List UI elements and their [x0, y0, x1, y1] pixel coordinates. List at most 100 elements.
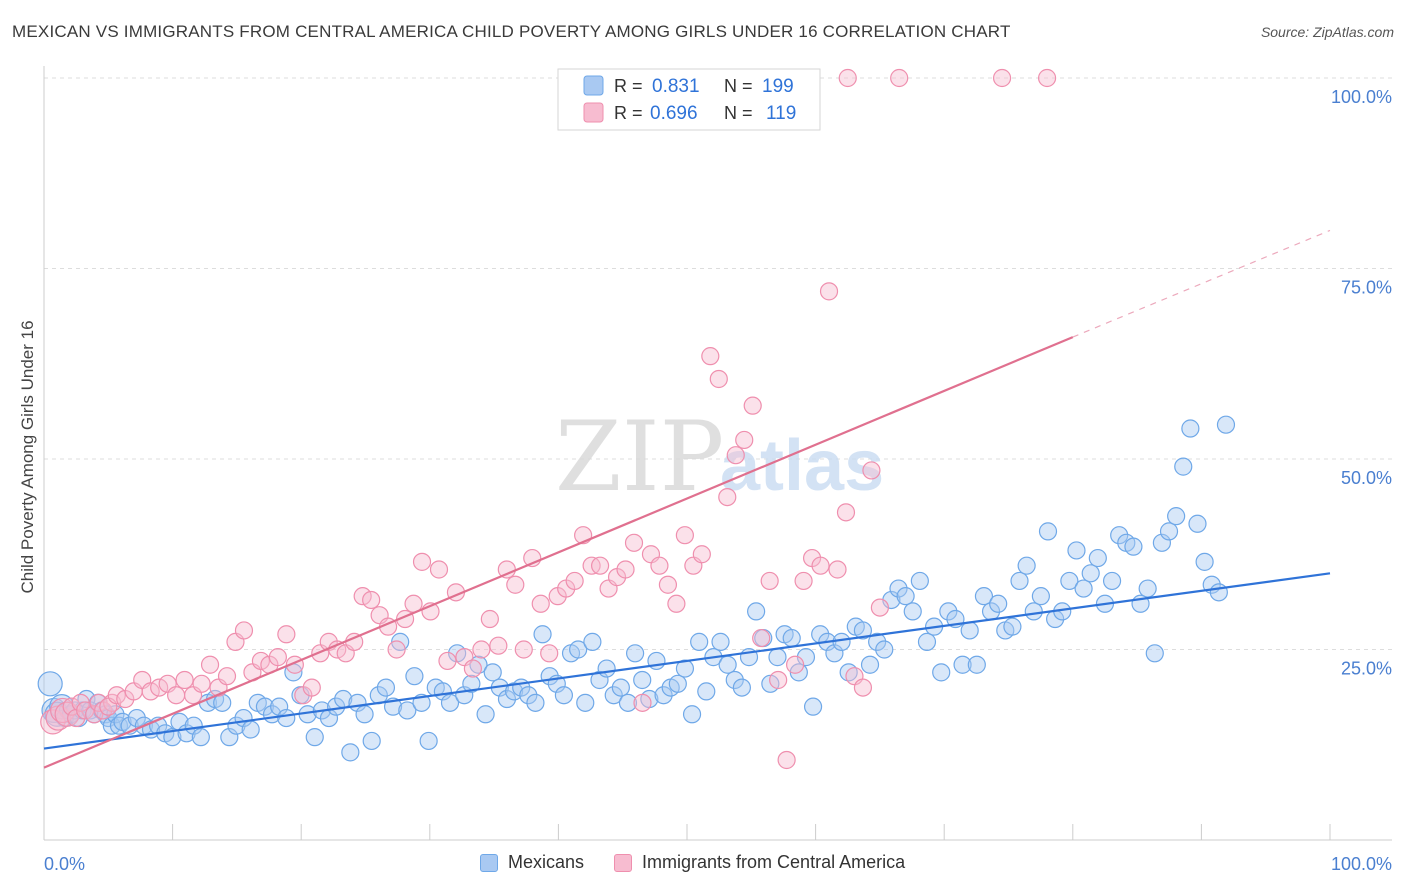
data-point — [565, 571, 584, 591]
data-point — [1145, 644, 1164, 663]
data-point — [825, 644, 844, 663]
data-point — [302, 678, 321, 697]
data-point — [220, 728, 239, 747]
data-point — [438, 651, 457, 671]
data-point — [540, 644, 559, 663]
y-tick-label-75: 75.0% — [1341, 278, 1392, 298]
data-point — [682, 705, 702, 724]
data-point — [838, 68, 857, 88]
data-point — [743, 396, 762, 415]
legend-r-value-blue: 0.831 — [652, 76, 700, 97]
data-point — [526, 693, 545, 712]
data-point — [650, 556, 669, 575]
data-point — [440, 693, 460, 712]
legend-entry-mexicans: Mexicans — [480, 852, 584, 873]
data-point — [803, 697, 823, 716]
x-tick-label-100: 100.0% — [1331, 854, 1392, 874]
data-point — [163, 728, 182, 747]
data-point — [554, 686, 574, 705]
data-point — [1188, 514, 1207, 533]
data-point — [519, 686, 538, 705]
data-point — [76, 701, 95, 720]
y-axis-label: Child Poverty Among Girls Under 16 — [18, 320, 37, 593]
data-point — [616, 560, 635, 579]
data-point — [362, 731, 381, 751]
data-point — [974, 587, 994, 606]
data-point — [1003, 617, 1022, 636]
data-point — [1110, 526, 1129, 545]
watermark-zip: ZIP — [555, 401, 724, 513]
data-point — [1017, 556, 1036, 575]
data-point — [668, 674, 687, 693]
data-point — [903, 602, 922, 621]
data-point — [1074, 579, 1093, 598]
y-tick-labels: 25.0% 50.0% 75.0% 100.0% — [1331, 87, 1392, 679]
legend-n-label-pink: N = — [724, 103, 753, 123]
trend-line-central-america — [43, 336, 1074, 769]
data-point — [1209, 583, 1228, 602]
data-point — [953, 655, 972, 674]
data-point — [853, 678, 873, 697]
data-point — [604, 686, 623, 705]
data-point — [497, 689, 517, 709]
data-point — [989, 594, 1008, 613]
data-point — [633, 670, 652, 690]
data-point — [611, 678, 630, 697]
data-point — [747, 602, 766, 621]
data-point — [701, 347, 720, 366]
data-point — [1067, 541, 1086, 560]
data-point — [405, 667, 424, 686]
data-point — [217, 667, 237, 686]
y-tick-label-100: 100.0% — [1331, 87, 1392, 107]
grid-lines — [44, 77, 1392, 650]
data-point — [234, 621, 254, 640]
data-point — [597, 659, 616, 678]
data-point — [184, 716, 203, 735]
data-point — [819, 282, 839, 301]
data-point — [726, 446, 745, 465]
x-tick-labels: 0.0% 100.0% — [44, 854, 1392, 874]
data-point — [732, 678, 751, 697]
data-point — [141, 682, 160, 701]
data-point — [213, 693, 232, 712]
data-point — [718, 655, 737, 674]
data-point — [200, 655, 220, 674]
data-point — [932, 663, 951, 682]
data-point — [618, 693, 638, 712]
data-point — [896, 587, 915, 606]
data-point — [489, 636, 508, 655]
data-point — [362, 590, 381, 610]
data-point — [127, 708, 146, 728]
trend-line-central-america-extension — [1072, 229, 1331, 338]
data-point — [480, 609, 499, 629]
data-point — [910, 571, 929, 591]
data-point — [590, 670, 609, 690]
data-point — [735, 430, 754, 450]
data-point — [890, 68, 909, 88]
legend-n-value-blue: 199 — [762, 76, 794, 97]
data-point — [1195, 552, 1214, 571]
data-point — [167, 686, 186, 705]
data-point — [1031, 587, 1050, 606]
data-point — [868, 632, 887, 651]
data-point — [175, 670, 194, 690]
data-point — [769, 670, 788, 690]
data-point — [836, 503, 856, 522]
data-point — [675, 659, 695, 678]
legend-r-value-pink: 0.696 — [650, 103, 698, 124]
legend-label-central-america: Immigrants from Central America — [642, 852, 906, 872]
legend-n-label-blue: N = — [724, 76, 753, 96]
data-point — [760, 571, 779, 591]
data-point — [462, 674, 481, 693]
data-point — [569, 640, 588, 659]
y-tick-label-25: 25.0% — [1341, 659, 1392, 679]
data-point — [1088, 548, 1107, 568]
data-point — [150, 678, 169, 697]
data-point — [192, 674, 211, 693]
data-point — [305, 728, 324, 747]
data-point — [752, 628, 771, 648]
data-point — [1024, 602, 1043, 621]
data-point — [786, 655, 805, 674]
data-point — [341, 743, 360, 762]
